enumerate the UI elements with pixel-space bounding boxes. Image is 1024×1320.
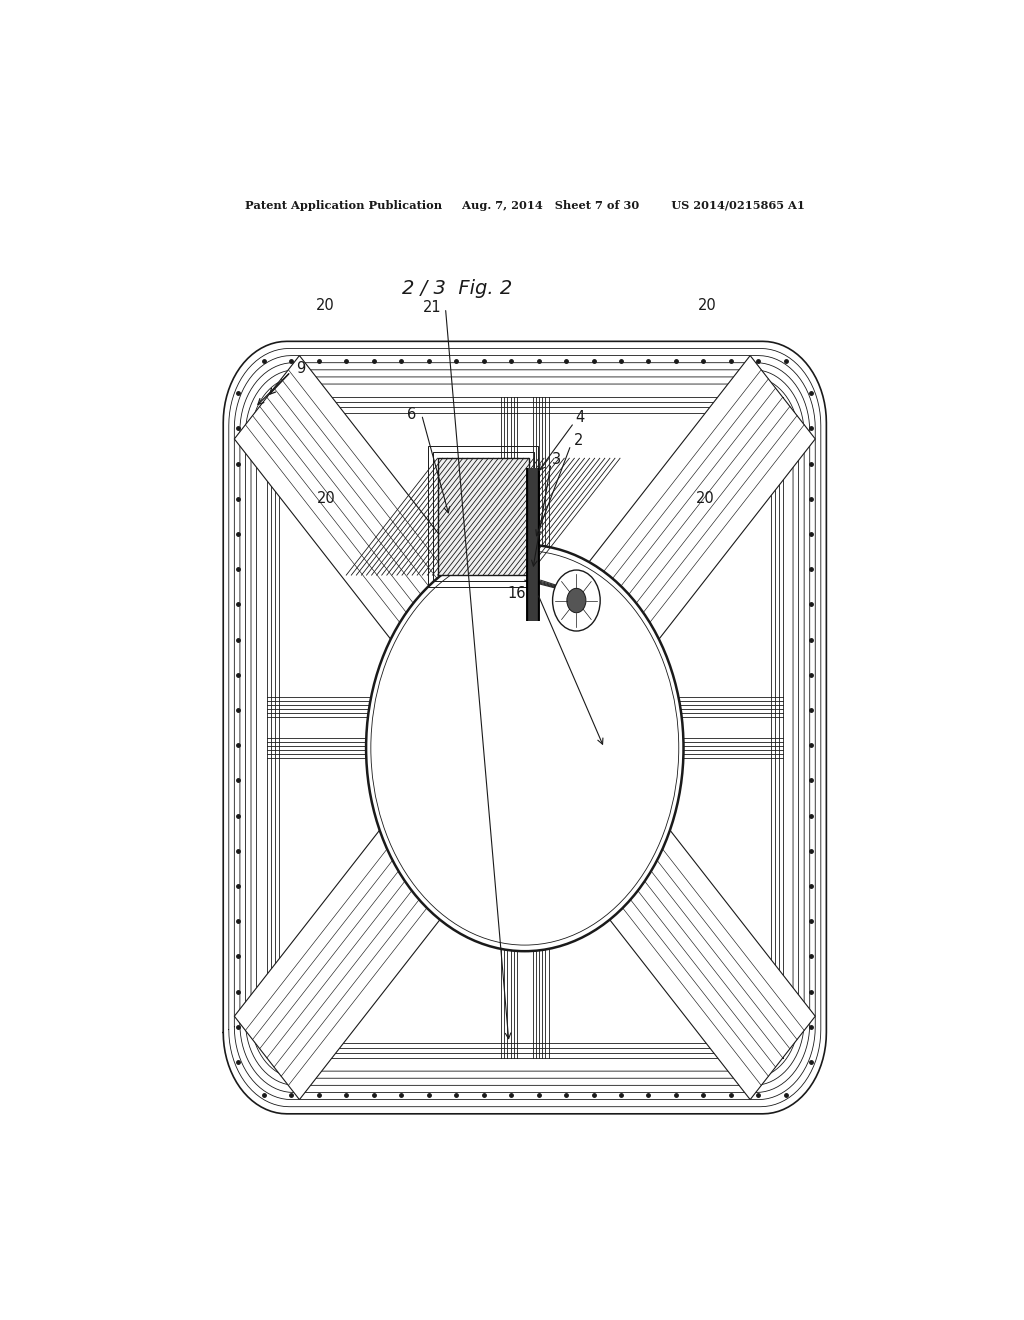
Text: 21: 21 xyxy=(423,301,441,315)
Text: 3: 3 xyxy=(552,451,561,467)
Text: 20: 20 xyxy=(696,491,715,507)
Text: 4: 4 xyxy=(575,411,585,425)
Text: 2: 2 xyxy=(574,433,584,449)
Circle shape xyxy=(553,570,600,631)
Bar xyxy=(437,458,528,576)
Bar xyxy=(437,458,528,576)
Text: 20: 20 xyxy=(698,298,717,313)
Polygon shape xyxy=(234,355,534,739)
Text: 9: 9 xyxy=(296,362,305,376)
Polygon shape xyxy=(234,717,534,1100)
Text: 20: 20 xyxy=(315,298,334,313)
Circle shape xyxy=(366,545,684,952)
Text: 6: 6 xyxy=(408,407,417,422)
Bar xyxy=(433,453,534,581)
Text: 2 / 3  Fig. 2: 2 / 3 Fig. 2 xyxy=(402,279,512,298)
Text: 20: 20 xyxy=(317,491,336,507)
Polygon shape xyxy=(516,355,815,739)
Text: 16: 16 xyxy=(508,586,526,601)
Bar xyxy=(428,446,539,587)
Circle shape xyxy=(567,589,586,612)
Text: Patent Application Publication     Aug. 7, 2014   Sheet 7 of 30        US 2014/0: Patent Application Publication Aug. 7, 2… xyxy=(245,199,805,211)
Polygon shape xyxy=(516,717,815,1100)
